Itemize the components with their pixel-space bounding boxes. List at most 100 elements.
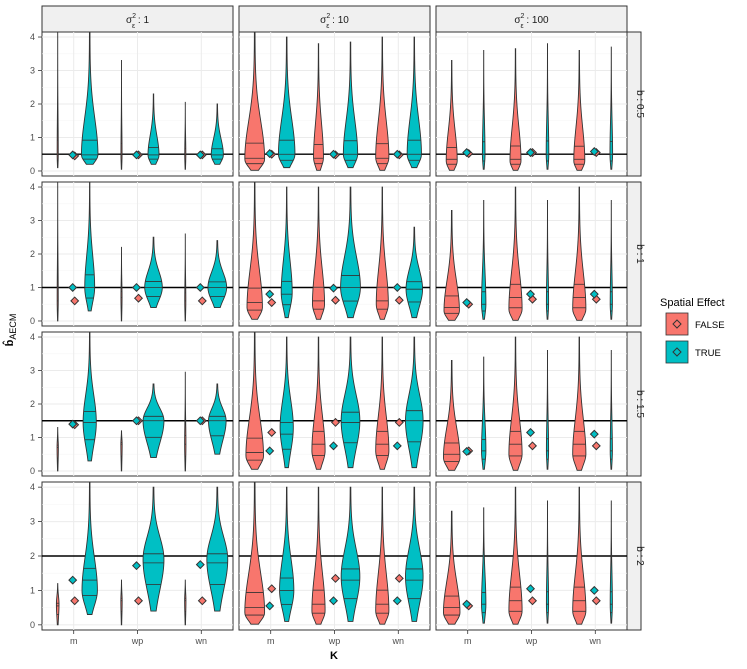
facet-panel (435, 481, 628, 631)
violin-true (481, 49, 486, 170)
column-strip (238, 5, 431, 33)
violin-true (144, 236, 163, 309)
column-strip-label: σ2 ε : 10 (320, 13, 349, 30)
mean-diamond-false (330, 417, 341, 427)
mean-diamond-true (68, 419, 78, 429)
violin-false (508, 336, 523, 471)
mean-diamond-true (265, 601, 275, 611)
mean-diamond-false (197, 296, 207, 306)
violin-false (375, 186, 389, 320)
violin-true (81, 481, 98, 615)
mean-diamond-false (527, 596, 538, 606)
y-tick-label: 2 (30, 399, 35, 409)
violin-true (208, 383, 227, 455)
violin-true (82, 331, 97, 462)
violin-false (311, 336, 326, 470)
y-tick-label: 0 (30, 620, 35, 630)
violin-true (545, 500, 550, 624)
violin-true (609, 46, 614, 170)
facet-panel (41, 181, 234, 327)
facet-panel (238, 331, 431, 477)
violin-true (405, 226, 423, 319)
y-tick-label: 3 (30, 66, 35, 76)
mean-diamond-true (462, 298, 472, 308)
mean-diamond-false (70, 596, 80, 606)
mean-diamond-false (330, 295, 341, 305)
mean-diamond-true (131, 282, 142, 292)
legend-diamond-icon (672, 347, 682, 357)
mean-diamond-false (133, 596, 144, 606)
violin-false (245, 331, 264, 470)
mean-diamond-true (525, 427, 536, 437)
violin-false (311, 186, 326, 320)
y-tick-label: 0 (30, 316, 35, 326)
x-tick-label: wp (525, 636, 538, 646)
mean-diamond-false (330, 573, 341, 583)
violin-true (405, 336, 424, 469)
violin-true (340, 486, 361, 622)
mean-diamond-false (267, 584, 277, 594)
violin-false (508, 486, 523, 625)
row-strip-label: b : 1.5 (634, 390, 645, 418)
y-tick-label: 4 (30, 332, 35, 342)
violin-false (120, 246, 123, 322)
legend-title: Spatial Effect (660, 297, 725, 309)
violin-false (244, 31, 266, 171)
x-tick-label: m (464, 636, 472, 646)
mean-diamond-true (68, 150, 78, 160)
x-tick-label: wn (195, 636, 208, 646)
violin-false (56, 31, 59, 169)
violin-false (445, 60, 458, 171)
facet-panel (435, 181, 628, 327)
facet-panel (238, 181, 431, 327)
mean-diamond-false (394, 295, 404, 305)
row-strip-label: b : 2 (634, 546, 645, 566)
y-tick-label: 1 (30, 282, 35, 292)
mean-diamond-true (589, 429, 599, 439)
violin-false (246, 181, 263, 320)
mean-diamond-true (195, 150, 205, 160)
mean-diamond-true (392, 149, 402, 159)
violin-false (120, 579, 123, 626)
facet-panel (238, 31, 431, 177)
violin-false (184, 101, 187, 170)
x-tick-label: wp (328, 636, 341, 646)
violin-true (481, 507, 487, 624)
mean-diamond-false (70, 296, 80, 306)
y-tick-label: 1 (30, 432, 35, 442)
violin-true (342, 41, 359, 169)
mean-diamond-false (394, 573, 404, 583)
violin-false (184, 233, 187, 322)
violin-false (443, 210, 460, 321)
y-tick-label: 4 (30, 482, 35, 492)
violin-false (120, 60, 123, 170)
mean-diamond-true (462, 148, 472, 158)
mean-diamond-true (68, 575, 78, 585)
mean-diamond-false (197, 596, 207, 606)
mean-diamond-true (131, 561, 142, 571)
violin-false (508, 186, 523, 321)
column-strip (435, 5, 628, 33)
mean-diamond-true (392, 441, 402, 451)
violin-false (375, 336, 390, 470)
facet-panel (435, 331, 628, 477)
mean-diamond-true (392, 282, 402, 292)
mean-diamond-false (267, 298, 277, 308)
violin-true (210, 103, 224, 165)
column-strip (41, 5, 234, 33)
mean-diamond-true (328, 283, 339, 293)
violin-false (184, 371, 187, 472)
violin-false (56, 181, 59, 322)
violin-false (244, 481, 266, 625)
violin-true (340, 336, 361, 469)
facet-panel (435, 31, 628, 177)
violin-true (81, 31, 99, 165)
mean-diamond-true (131, 150, 142, 160)
violin-true (206, 486, 229, 612)
violin-true (207, 240, 228, 309)
facet-panel (41, 481, 234, 631)
violin-true (609, 500, 613, 624)
violin-false (572, 336, 587, 471)
